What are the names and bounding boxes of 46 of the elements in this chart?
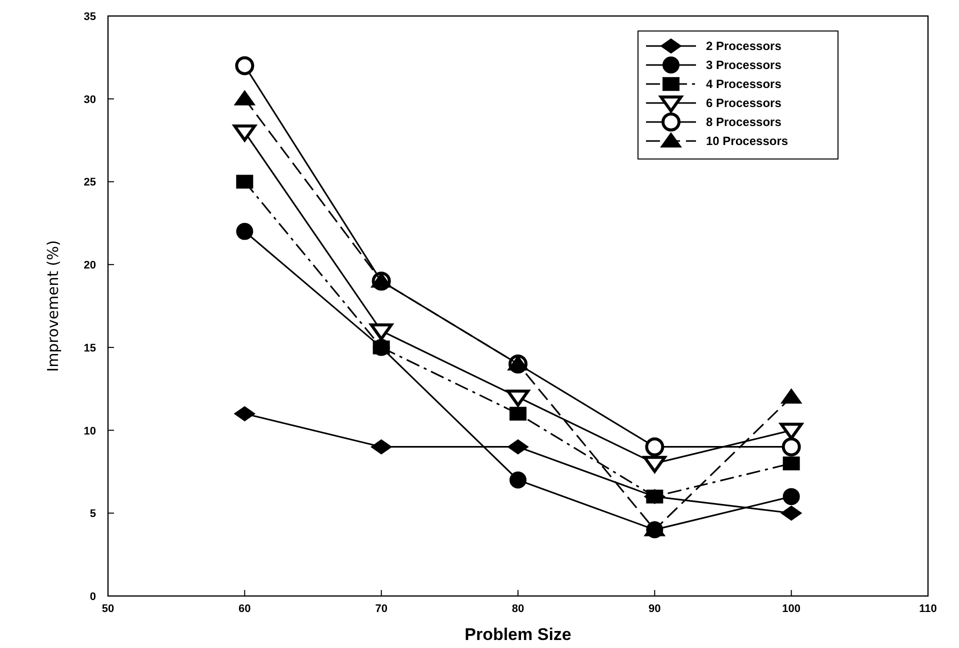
point xyxy=(506,390,530,407)
point xyxy=(508,356,528,370)
point xyxy=(510,406,526,421)
point xyxy=(780,506,802,521)
legend-label: 6 Processors xyxy=(706,96,782,110)
x-tick-label: 50 xyxy=(102,603,114,615)
point xyxy=(782,437,801,456)
x-tick-label: 110 xyxy=(919,603,937,615)
point xyxy=(234,406,256,422)
point xyxy=(782,456,800,470)
legend-label: 3 Processors xyxy=(706,58,782,72)
y-axis-title: Improvement (%) xyxy=(44,240,62,372)
point xyxy=(780,388,802,404)
legend-label: 10 Processors xyxy=(706,134,788,148)
y-tick-label: 10 xyxy=(84,425,96,438)
y-tick-label: 15 xyxy=(84,342,96,354)
legend-label: 2 Processors xyxy=(706,39,782,53)
x-tick-label: 90 xyxy=(648,603,661,615)
point xyxy=(370,272,392,288)
point xyxy=(235,56,254,76)
x-tick-label: 80 xyxy=(512,603,524,615)
point xyxy=(370,439,392,454)
x-axis-title: Problem Size xyxy=(464,625,572,644)
point xyxy=(236,222,254,240)
point xyxy=(510,472,526,488)
legend-label: 8 Processors xyxy=(706,115,782,129)
x-tick-label: 60 xyxy=(238,603,251,615)
x-tick-label: 100 xyxy=(782,603,801,615)
point xyxy=(233,124,256,142)
point xyxy=(643,456,666,473)
y-tick-label: 20 xyxy=(84,260,96,272)
point xyxy=(782,488,800,506)
y-tick-label: 25 xyxy=(84,176,96,189)
y-tick-label: 5 xyxy=(90,508,96,520)
point xyxy=(508,439,528,454)
y-tick-label: 0 xyxy=(90,591,96,603)
point xyxy=(370,323,393,340)
y-tick-label: 35 xyxy=(84,11,96,23)
legend-label: 4 Processors xyxy=(706,77,782,91)
x-tick-label: 70 xyxy=(375,603,388,615)
point xyxy=(236,174,254,189)
point xyxy=(780,422,803,440)
point xyxy=(372,340,390,354)
point xyxy=(234,90,256,106)
point xyxy=(645,437,664,456)
y-tick-label: 30 xyxy=(84,94,96,106)
